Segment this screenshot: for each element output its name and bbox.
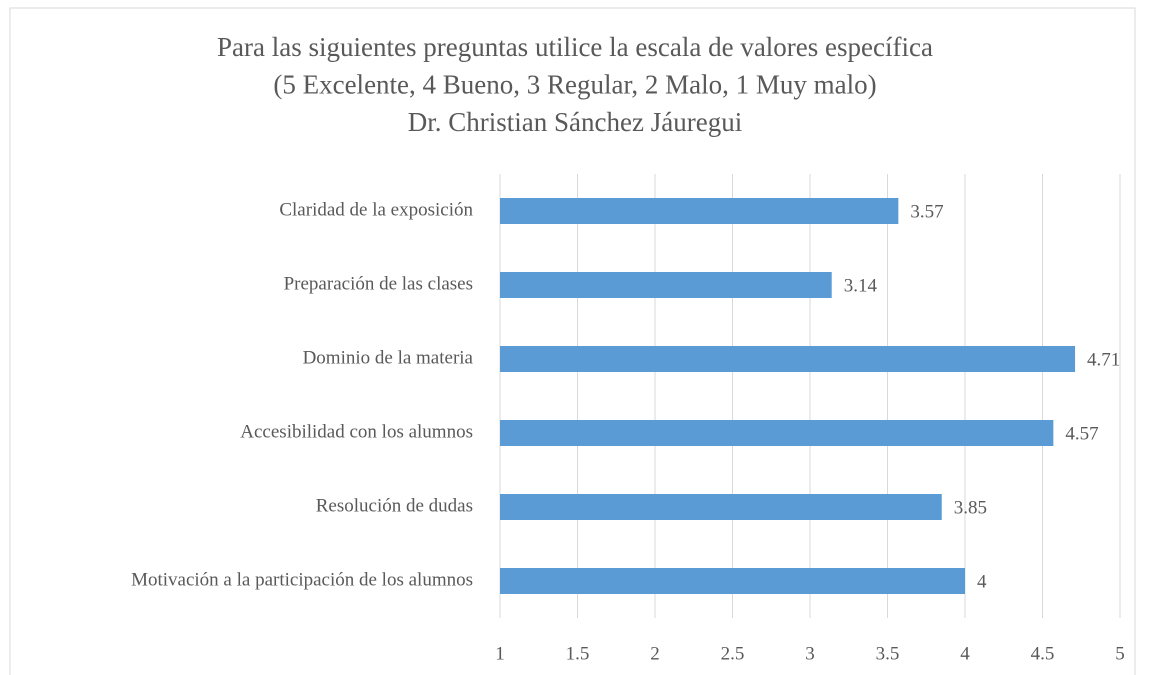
data-label: 4.71	[1087, 349, 1120, 370]
chart-frame	[9, 7, 1136, 675]
x-tick-label: 2.5	[721, 643, 745, 664]
x-tick-label: 3.5	[876, 643, 900, 664]
chart-title: Dr. Christian Sánchez Jáuregui	[408, 107, 742, 137]
x-tick-label: 4	[960, 643, 970, 664]
x-tick-label: 1	[495, 643, 505, 664]
y-tick-label: Preparación de las clases	[284, 273, 473, 294]
bar	[500, 272, 832, 298]
bar	[500, 494, 942, 520]
x-tick-label: 5	[1115, 643, 1125, 664]
y-tick-label: Claridad de la exposición	[279, 199, 473, 220]
y-tick-label: Motivación a la participación de los alu…	[131, 569, 473, 590]
y-tick-label: Resolución de dudas	[316, 495, 473, 516]
y-tick-label: Accesibilidad con los alumnos	[240, 421, 473, 442]
x-tick-label: 3	[805, 643, 815, 664]
bar	[500, 420, 1054, 446]
data-label: 4	[977, 571, 987, 592]
data-label: 3.85	[954, 497, 987, 518]
data-label: 3.57	[910, 201, 943, 222]
bar	[500, 198, 899, 224]
bar	[500, 568, 965, 594]
y-tick-label: Dominio de la materia	[303, 347, 474, 368]
chart-title: (5 Excelente, 4 Bueno, 3 Regular, 2 Malo…	[273, 70, 876, 100]
data-label: 3.14	[844, 275, 878, 296]
bar	[500, 346, 1076, 372]
x-tick-label: 2	[650, 643, 660, 664]
chart-title: Para las siguientes preguntas utilice la…	[217, 32, 933, 62]
x-tick-label: 1.5	[566, 643, 590, 664]
data-label: 4.57	[1065, 423, 1098, 444]
x-tick-label: 4.5	[1031, 643, 1055, 664]
